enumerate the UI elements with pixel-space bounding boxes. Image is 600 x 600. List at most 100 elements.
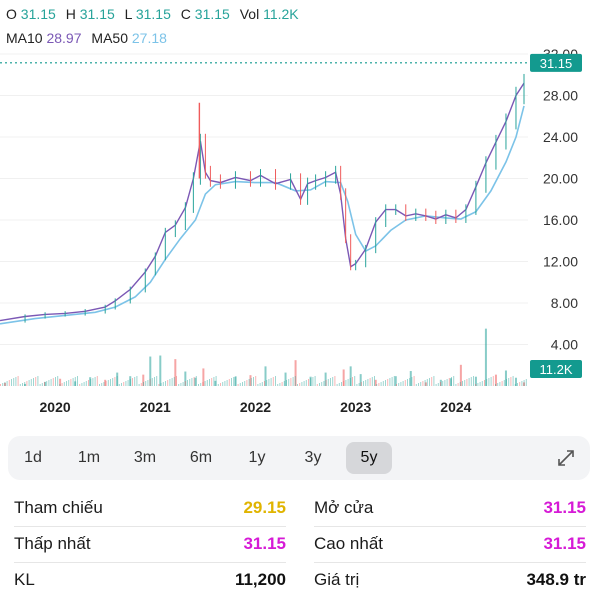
volume-bar <box>248 379 250 386</box>
volume-bar <box>466 379 468 386</box>
volume-bar <box>508 378 510 386</box>
ma10-line <box>0 82 525 322</box>
volume-bar <box>517 383 518 386</box>
tab-1y[interactable]: 1y <box>248 449 266 466</box>
volume-bar <box>279 383 281 386</box>
volume-bar <box>475 384 477 386</box>
tab-1d[interactable]: 1d <box>24 449 42 466</box>
y-tick-label: 28.00 <box>543 88 578 104</box>
low-price-label: Thấp nhất <box>14 534 91 553</box>
volume-bar <box>114 377 116 386</box>
volume-bar <box>522 382 525 386</box>
volume-bar <box>149 356 152 386</box>
volume-bar <box>389 378 391 386</box>
volume-bar <box>194 377 197 386</box>
volume-bar <box>85 381 87 386</box>
volume-bar <box>104 379 107 386</box>
volume-bar <box>217 384 219 386</box>
y-tick-label: 8.00 <box>551 295 578 311</box>
volume-bar <box>501 381 503 386</box>
volume-bar <box>486 379 488 386</box>
tab-1m[interactable]: 1m <box>77 449 101 466</box>
volume-bar <box>55 377 56 386</box>
tab-3m[interactable]: 3m <box>133 449 157 466</box>
volume-bar <box>235 376 237 386</box>
close-label: C <box>180 6 191 22</box>
volume-bar <box>129 379 131 386</box>
volume-bar <box>4 382 6 386</box>
volume-bar <box>363 381 364 386</box>
volume-bar <box>143 382 144 386</box>
volume-bar <box>462 381 463 386</box>
open-price-label: Mở cửa <box>314 498 374 517</box>
volume-bar <box>46 381 48 386</box>
divider <box>14 526 286 527</box>
volume-bar <box>165 381 166 386</box>
volume-bar <box>44 382 45 386</box>
volume-bar <box>37 376 39 386</box>
volume-bar <box>184 371 187 386</box>
volume-bar <box>424 382 427 386</box>
y-tick-label: 16.00 <box>543 212 578 228</box>
volume-bar <box>422 381 424 386</box>
open-label: O <box>6 6 17 22</box>
volume-bar <box>468 378 470 386</box>
volume-bar <box>470 377 472 386</box>
volume-bar <box>481 381 483 386</box>
volume-bar <box>214 380 217 386</box>
volume-bar <box>433 376 435 386</box>
volume-bar <box>426 379 428 386</box>
volume-bar <box>347 379 349 386</box>
volume-bar <box>415 384 417 386</box>
volume-bar <box>380 382 382 386</box>
volume-bar <box>354 376 356 386</box>
tab-6m[interactable]: 6m <box>189 449 213 466</box>
volume-bar <box>89 377 92 386</box>
volume-bar <box>123 382 125 386</box>
volume-bar <box>52 378 54 386</box>
volume-bar <box>512 376 514 386</box>
volume-bar <box>22 383 23 386</box>
volume-bar <box>519 382 521 386</box>
volume-bar <box>325 380 327 386</box>
volume-bar <box>11 379 12 386</box>
tab-3y[interactable]: 3y <box>304 449 322 466</box>
low-price-value: 31.15 <box>243 534 286 553</box>
volume-bar <box>492 376 494 386</box>
volume-bar <box>110 379 111 386</box>
volume-bar <box>266 380 268 386</box>
volume-bar <box>382 381 384 386</box>
volume-bar <box>242 382 243 386</box>
timeframe-selector: 1d 1m 3m 6m 1y 3y 5y <box>8 436 590 480</box>
volume-bar <box>156 376 158 386</box>
volume-bar <box>160 383 162 386</box>
expand-diagonal-icon[interactable] <box>556 448 576 468</box>
volume-bar <box>398 383 400 386</box>
volume-bar <box>33 378 34 386</box>
volume-bar <box>420 382 422 386</box>
volume-bar <box>385 380 386 386</box>
volume-bar <box>239 383 241 386</box>
volume-bar <box>400 382 402 386</box>
volume-bar <box>255 376 257 386</box>
ohlc-legend: O 31.15 H 31.15 L 31.15 C 31.15 Vol 11.2… <box>6 6 305 23</box>
volume-bar <box>176 376 177 386</box>
volume-bar <box>312 377 314 386</box>
volume-bar <box>234 376 237 386</box>
volume-bar <box>359 374 362 386</box>
y-tick-label: 12.00 <box>543 254 578 270</box>
stat-low: Thấp nhất 31.15 <box>14 526 286 562</box>
tab-5y[interactable]: 5y <box>346 442 392 474</box>
volume-bar <box>88 380 89 386</box>
price-chart[interactable]: 4.008.0012.0016.0020.0024.0028.0032.0031… <box>0 0 600 430</box>
volume-bar <box>233 377 235 386</box>
volume-stat-label: KL <box>14 570 35 589</box>
volume-bar <box>411 377 413 386</box>
volume-bar <box>477 383 479 386</box>
volume-bar <box>451 377 452 386</box>
volume-bar <box>125 381 127 386</box>
volume-badge <box>530 360 582 378</box>
volume-bar <box>253 377 254 386</box>
volume-bar <box>116 376 118 386</box>
stat-volume: KL 11,200 <box>14 562 286 598</box>
